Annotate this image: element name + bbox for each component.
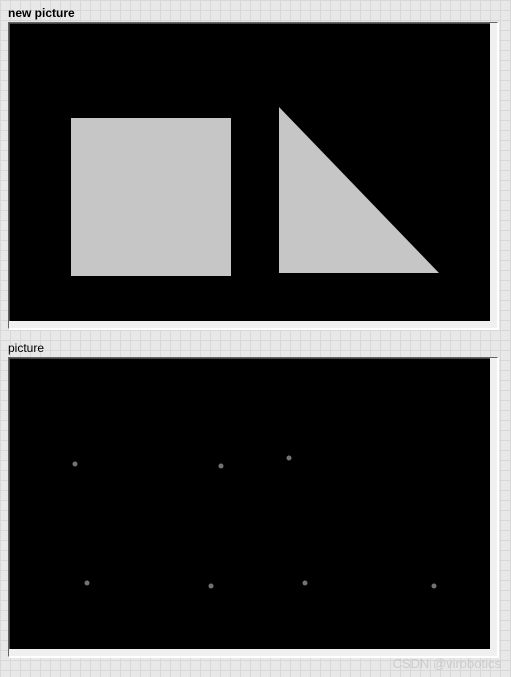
dot <box>73 462 78 467</box>
square-shape <box>71 118 231 276</box>
dot <box>219 464 224 469</box>
panel1-scrollbar-v[interactable] <box>490 23 497 328</box>
dot <box>303 581 308 586</box>
panel1-image <box>8 22 498 329</box>
dot <box>287 456 292 461</box>
triangle-shape <box>279 107 439 273</box>
panel2-scrollbar-h[interactable] <box>9 649 497 656</box>
panel1-canvas <box>9 23 492 323</box>
panel1-label: new picture <box>8 6 503 20</box>
dots-group <box>73 456 437 589</box>
dot <box>209 584 214 589</box>
panel2-scrollbar-v[interactable] <box>490 358 497 656</box>
dot <box>85 581 90 586</box>
panel2-canvas <box>9 358 492 651</box>
watermark: CSDN @virobotics <box>392 656 501 671</box>
panel2-label: picture <box>8 341 503 355</box>
panel1-scrollbar-h[interactable] <box>9 321 497 328</box>
dot <box>432 584 437 589</box>
panel2-image <box>8 357 498 657</box>
